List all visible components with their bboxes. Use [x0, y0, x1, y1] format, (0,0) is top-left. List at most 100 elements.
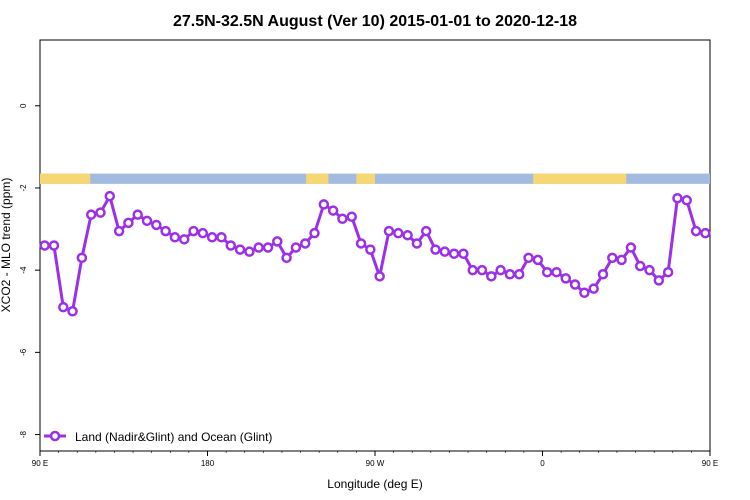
data-point	[383, 225, 395, 237]
legend: Land (Nadir&Glint) and Ocean (Glint)	[44, 430, 272, 444]
data-point	[39, 240, 50, 251]
data-point	[532, 254, 544, 266]
data-point	[244, 246, 255, 257]
x-tick-label: 90 E	[702, 459, 718, 468]
data-point	[700, 227, 711, 239]
data-point	[513, 269, 525, 280]
data-point	[374, 271, 385, 282]
data-point	[216, 232, 227, 243]
data-point	[448, 248, 460, 259]
data-point	[607, 252, 618, 264]
x-tick-label: 90 W	[366, 459, 385, 468]
data-point	[690, 225, 702, 237]
data-point	[151, 219, 162, 231]
data-point	[197, 227, 209, 239]
y-tick-label: -8	[19, 430, 28, 438]
x-axis-label: Longitude (deg E)	[327, 477, 422, 491]
y-tick-label: 0	[19, 103, 28, 108]
series-line	[44, 194, 706, 313]
data-point	[225, 240, 237, 251]
data-point	[597, 269, 609, 280]
data-point	[253, 242, 264, 253]
data-point	[234, 244, 246, 255]
y-axis-ticks: 0 -2 -4 -6 -8	[19, 103, 40, 438]
data-point	[309, 227, 320, 239]
data-point	[76, 252, 88, 264]
data-point	[402, 229, 413, 241]
data-point	[411, 238, 423, 249]
data-point	[616, 254, 627, 266]
y-tick-label: -4	[19, 266, 28, 274]
land-segment	[616, 173, 627, 184]
data-point	[188, 225, 199, 237]
data-point	[337, 213, 348, 225]
data-point	[458, 248, 469, 259]
data-point	[653, 275, 665, 286]
data-point	[318, 199, 330, 210]
data-point	[439, 246, 451, 257]
data-point	[141, 215, 153, 227]
x-tick-label: 90 E	[32, 459, 48, 468]
data-point	[299, 238, 311, 249]
plot-frame	[39, 39, 711, 452]
data-point	[541, 266, 553, 278]
data-point	[662, 266, 674, 278]
data-point	[272, 236, 283, 247]
data-point	[206, 232, 218, 243]
land-segment	[356, 173, 375, 184]
data-point	[569, 279, 581, 290]
legend-label: Land (Nadir&Glint) and Ocean (Glint)	[75, 430, 272, 444]
data-point	[430, 244, 441, 255]
data-point	[58, 301, 69, 313]
land-segment	[40, 173, 91, 184]
data-point	[104, 190, 116, 202]
data-point	[67, 306, 78, 317]
data-point	[123, 217, 134, 229]
data-point	[420, 225, 432, 237]
data-point	[504, 269, 516, 280]
surface-strip	[40, 173, 710, 184]
data-point	[486, 271, 497, 282]
data-point	[672, 192, 683, 204]
data-point	[365, 244, 376, 255]
data-point	[467, 264, 478, 276]
x-axis-ticks: 90 E 180 90 W 0 90 E	[32, 451, 718, 468]
data-point	[48, 240, 60, 251]
data-point	[634, 260, 646, 272]
data-point	[625, 242, 637, 253]
x-tick-label: 180	[201, 459, 215, 468]
data-point	[132, 209, 143, 220]
data-point	[281, 252, 292, 264]
x-tick-label: 0	[540, 459, 545, 468]
data-point	[327, 205, 339, 216]
data-point	[579, 287, 590, 299]
data-point	[355, 238, 367, 249]
y-tick-label: -2	[19, 184, 28, 192]
data-point	[290, 242, 302, 253]
data-point	[85, 209, 97, 220]
data-point	[393, 227, 404, 239]
series-layer	[39, 190, 711, 317]
land-segment	[533, 173, 617, 184]
y-tick-label: -6	[19, 348, 28, 356]
y-axis-label: XCO2 - MLO trend (ppm)	[0, 178, 13, 313]
data-point	[495, 264, 506, 276]
land-segment	[306, 173, 329, 184]
data-point	[551, 266, 562, 278]
chart-title: 27.5N-32.5N August (Ver 10) 2015-01-01 t…	[173, 13, 577, 30]
data-point	[169, 232, 181, 243]
data-point	[644, 264, 655, 276]
data-point	[160, 225, 171, 237]
data-point	[560, 273, 572, 284]
data-point	[588, 283, 599, 294]
legend-marker	[49, 430, 61, 442]
data-point	[681, 195, 692, 206]
data-point	[262, 242, 274, 253]
data-point	[523, 252, 534, 264]
data-point	[346, 211, 357, 222]
data-point	[95, 207, 106, 218]
data-point	[476, 264, 488, 276]
data-point	[113, 225, 125, 237]
data-point	[178, 234, 190, 245]
